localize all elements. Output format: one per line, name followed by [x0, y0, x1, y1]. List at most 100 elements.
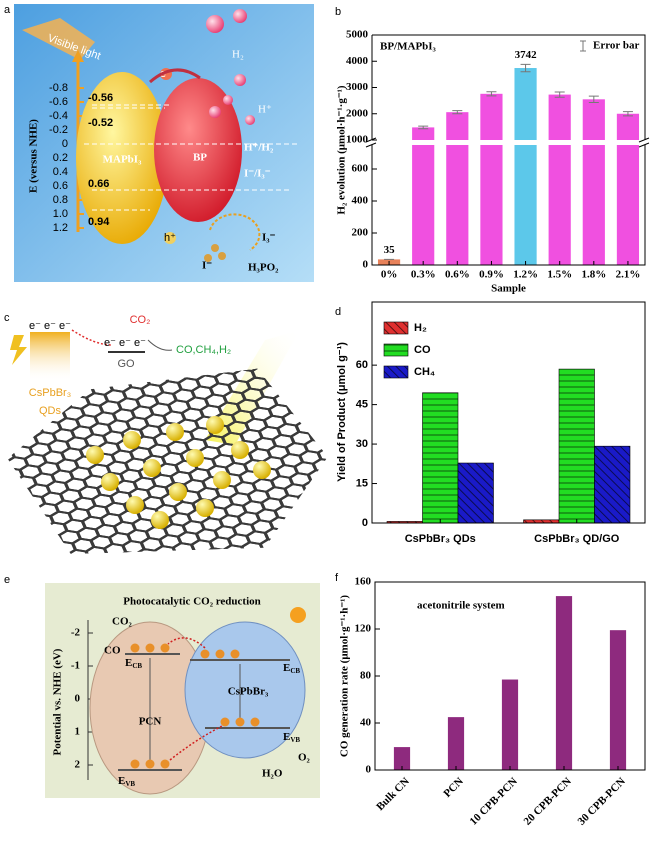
hexagon — [313, 529, 339, 545]
energy-tick-label: -0.8 — [49, 82, 68, 94]
quantum-dot — [231, 441, 249, 459]
hexagon — [166, 553, 192, 568]
error-bar — [588, 95, 599, 103]
material-label: BP — [193, 152, 207, 164]
x-tick-label: CsPbBr₃ QDs — [405, 533, 476, 545]
energy-tick-label: -0.4 — [49, 110, 68, 122]
quantum-dot — [166, 423, 184, 441]
subscript: VB — [290, 736, 300, 744]
hexagon — [277, 381, 302, 397]
panel-label: c — [4, 312, 10, 324]
hole — [164, 232, 176, 244]
hexagon — [295, 378, 321, 394]
level-label: 0.94 — [88, 216, 110, 228]
hexagon — [97, 553, 123, 569]
energy-tick-label: -0.6 — [49, 96, 68, 108]
charge-carrier — [220, 717, 230, 727]
bar — [582, 99, 605, 265]
hexagon — [291, 502, 317, 518]
symbol: E — [118, 775, 125, 787]
quantum-dot — [151, 511, 169, 529]
panel-label: b — [335, 6, 341, 18]
legend-swatch — [383, 343, 409, 357]
value-label: 3742 — [515, 49, 538, 61]
y-tick-label: 4000 — [346, 55, 369, 67]
error-bar — [622, 111, 633, 117]
panel-label: a — [4, 4, 11, 16]
ion — [204, 254, 212, 262]
bar — [514, 68, 537, 266]
hexagon — [295, 532, 321, 548]
charge-carrier — [160, 643, 170, 653]
energy-tick-label: 0 — [62, 138, 68, 150]
hexagon — [60, 559, 86, 575]
break-mark — [365, 137, 377, 148]
legend-swatch — [383, 365, 409, 379]
hexagon — [42, 562, 68, 578]
y-tick-label: 30 — [356, 438, 368, 450]
hexagon — [287, 359, 312, 375]
sun — [290, 607, 306, 623]
quantum-dot — [213, 471, 231, 489]
y-tick-label: 40 — [360, 717, 372, 729]
legend-label: CO — [414, 344, 431, 356]
hexagon — [6, 414, 31, 430]
hexagon — [161, 564, 187, 579]
charge-carrier — [160, 759, 170, 769]
hexagon — [0, 439, 3, 455]
x-tick-label: 10 CPB-PCN — [468, 775, 520, 827]
hexagon — [314, 488, 340, 504]
charge-carrier — [230, 649, 240, 659]
hexagon — [360, 501, 362, 517]
hexagon — [19, 576, 44, 581]
hexagon — [328, 496, 354, 512]
hexagon — [0, 530, 14, 546]
x-tick-label: 0.9% — [479, 269, 504, 281]
hexagon — [348, 452, 362, 467]
cspbbr3-particle — [184, 621, 306, 759]
legend-label: Error bar — [593, 40, 639, 52]
products: CO,CH₄,H₂ — [176, 344, 231, 356]
value-label: 35 — [384, 244, 396, 256]
carrier-label: h⁺ — [164, 232, 176, 244]
hexagon — [304, 397, 329, 413]
hexagon — [310, 358, 336, 361]
plot-frame — [371, 301, 646, 524]
error-bar — [452, 110, 463, 115]
charge-carrier — [200, 649, 210, 659]
bar — [447, 717, 465, 770]
bar — [609, 630, 627, 770]
x-tick-label: 30 CPB-PCN — [576, 775, 628, 827]
species-label: H₂O — [262, 768, 283, 780]
hexagon — [312, 416, 338, 432]
hexagon — [344, 421, 362, 437]
y-tick-label: 600 — [352, 163, 369, 175]
hexagon — [388, 517, 412, 533]
hexagon — [11, 516, 37, 532]
quantum-dot — [186, 449, 204, 467]
x-axis-label: Sample — [491, 283, 526, 295]
hexagon — [0, 398, 4, 414]
hexagon — [92, 564, 118, 580]
hexagon — [364, 531, 388, 547]
x-tick-label: 1.5% — [547, 269, 572, 281]
panel-label: e — [4, 574, 10, 586]
hexagon — [0, 406, 18, 422]
hexagon — [25, 524, 51, 540]
bar — [393, 747, 411, 770]
hexagon — [143, 567, 168, 581]
quantum-dot — [123, 431, 141, 449]
bar — [446, 112, 469, 265]
potential-tick-label: -1 — [71, 660, 80, 672]
y-tick-label: 160 — [355, 576, 372, 588]
symbol: E — [125, 657, 132, 669]
hexagon — [318, 518, 344, 534]
hexagon — [3, 497, 29, 513]
material-label: MAPbI₃ — [103, 154, 142, 166]
hexagon — [216, 555, 242, 571]
error-bar — [520, 63, 531, 73]
hexagon — [15, 587, 39, 603]
hexagon — [300, 367, 326, 383]
species-label: O₂ — [298, 752, 311, 764]
species-label: CO₂ — [112, 616, 133, 628]
